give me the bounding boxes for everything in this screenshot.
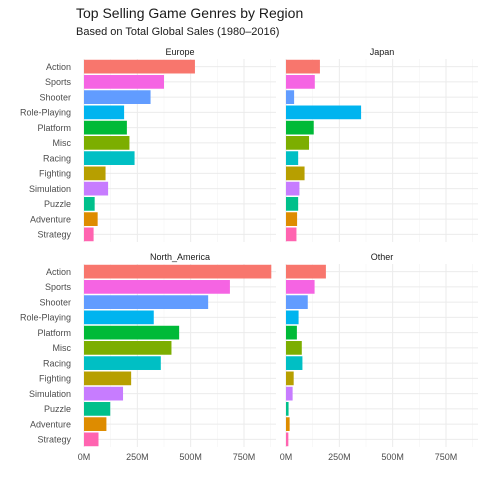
y-tick-label: Strategy bbox=[37, 435, 71, 445]
panel-title-other: Other bbox=[371, 252, 394, 262]
y-tick-label: Simulation bbox=[29, 184, 71, 194]
bar-other-racing bbox=[286, 356, 303, 370]
y-tick-label: Puzzle bbox=[44, 404, 71, 414]
y-tick-label: Fighting bbox=[39, 374, 71, 384]
chart-panels: Europe Action Sports Shooter Role-Playing Pla… bbox=[20, 47, 478, 462]
bar-other-platform bbox=[286, 325, 297, 340]
panel-title-europe: Europe bbox=[165, 47, 194, 57]
y-tick-label: Adventure bbox=[30, 214, 71, 224]
x-tick-label: 750M bbox=[435, 452, 458, 462]
bar-japan-shooter bbox=[286, 90, 295, 104]
bar-europe-puzzle bbox=[84, 197, 95, 211]
bar-other-sports bbox=[286, 280, 315, 294]
bar-europe-fighting bbox=[84, 166, 106, 181]
bar-europe-adventure bbox=[84, 212, 98, 226]
panel-north-america: North_America Action Sports Shooter Role-Pla… bbox=[20, 252, 276, 462]
bar-other-action bbox=[286, 264, 326, 279]
bar-europe-role-playing bbox=[84, 105, 125, 120]
y-tick-label: Shooter bbox=[39, 92, 71, 102]
bar-europe-action bbox=[84, 59, 195, 74]
bar-europe-platform bbox=[84, 120, 127, 135]
y-tick-label: Misc bbox=[53, 138, 72, 148]
y-tick-label: Simulation bbox=[29, 389, 71, 399]
bar-japan-platform bbox=[286, 120, 314, 135]
x-tick-label: 0M bbox=[280, 452, 293, 462]
bar-japan-misc bbox=[286, 136, 310, 150]
y-tick-label: Fighting bbox=[39, 169, 71, 179]
bar-north-america-misc bbox=[84, 341, 172, 355]
bar-north-america-adventure bbox=[84, 417, 107, 431]
bar-other-shooter bbox=[286, 295, 308, 309]
bar-europe-racing bbox=[84, 151, 135, 165]
bar-japan-role-playing bbox=[286, 105, 362, 120]
bar-europe-shooter bbox=[84, 90, 151, 104]
panel-europe: Europe Action Sports Shooter Role-Playing Pla… bbox=[20, 47, 276, 242]
bar-other-adventure bbox=[286, 417, 290, 431]
bar-other-role-playing bbox=[286, 310, 299, 325]
bar-north-america-role-playing bbox=[84, 310, 154, 325]
bar-japan-sports bbox=[286, 75, 315, 89]
y-tick-label: Action bbox=[46, 62, 71, 72]
y-tick-label: Platform bbox=[37, 123, 71, 133]
panel-other: Other 0M 250M 500M 750M bbox=[280, 252, 478, 462]
x-tick-label: 250M bbox=[328, 452, 351, 462]
y-tick-label: Adventure bbox=[30, 419, 71, 429]
bar-other-fighting bbox=[286, 371, 294, 386]
bar-north-america-sports bbox=[84, 280, 230, 294]
bar-japan-simulation bbox=[286, 181, 300, 196]
bar-europe-strategy bbox=[84, 227, 94, 242]
y-tick-label: Sports bbox=[45, 77, 72, 87]
x-tick-label: 750M bbox=[233, 452, 256, 462]
y-tick-label: Racing bbox=[43, 153, 71, 163]
bar-north-america-puzzle bbox=[84, 402, 111, 416]
y-tick-label: Action bbox=[46, 267, 71, 277]
bar-europe-misc bbox=[84, 136, 130, 150]
y-tick-label: Sports bbox=[45, 282, 72, 292]
bar-japan-racing bbox=[286, 151, 299, 165]
panel-japan: Japan bbox=[285, 47, 478, 242]
bar-north-america-simulation bbox=[84, 386, 124, 401]
bar-other-strategy bbox=[286, 432, 289, 447]
bar-other-puzzle bbox=[286, 402, 289, 416]
bar-other-simulation bbox=[286, 386, 293, 401]
bar-japan-puzzle bbox=[286, 197, 299, 211]
panel-title-north-america: North_America bbox=[150, 252, 210, 262]
x-tick-label: 0M bbox=[78, 452, 91, 462]
y-tick-label: Platform bbox=[37, 328, 71, 338]
bar-japan-adventure bbox=[286, 212, 298, 226]
bar-north-america-racing bbox=[84, 356, 161, 370]
bar-north-america-strategy bbox=[84, 432, 99, 447]
chart-title: Top Selling Game Genres by Region bbox=[76, 5, 303, 21]
bar-japan-action bbox=[286, 59, 320, 74]
bar-north-america-shooter bbox=[84, 295, 209, 309]
bar-japan-fighting bbox=[286, 166, 305, 181]
chart-subtitle: Based on Total Global Sales (1980–2016) bbox=[76, 26, 279, 38]
bar-other-misc bbox=[286, 341, 302, 355]
y-tick-label: Role-Playing bbox=[20, 313, 71, 323]
x-tick-label: 250M bbox=[126, 452, 149, 462]
panel-title-japan: Japan bbox=[370, 47, 395, 57]
y-tick-label: Puzzle bbox=[44, 199, 71, 209]
bar-europe-sports bbox=[84, 75, 164, 89]
y-tick-label: Misc bbox=[53, 343, 72, 353]
bar-north-america-fighting bbox=[84, 371, 132, 386]
x-tick-label: 500M bbox=[381, 452, 404, 462]
x-tick-label: 500M bbox=[179, 452, 202, 462]
y-tick-label: Shooter bbox=[39, 297, 71, 307]
bar-north-america-platform bbox=[84, 325, 180, 340]
y-tick-label: Role-Playing bbox=[20, 108, 71, 118]
bar-north-america-action bbox=[84, 264, 272, 279]
bar-europe-simulation bbox=[84, 181, 109, 196]
y-tick-label: Racing bbox=[43, 358, 71, 368]
y-tick-label: Strategy bbox=[37, 230, 71, 240]
bar-japan-strategy bbox=[286, 227, 297, 242]
